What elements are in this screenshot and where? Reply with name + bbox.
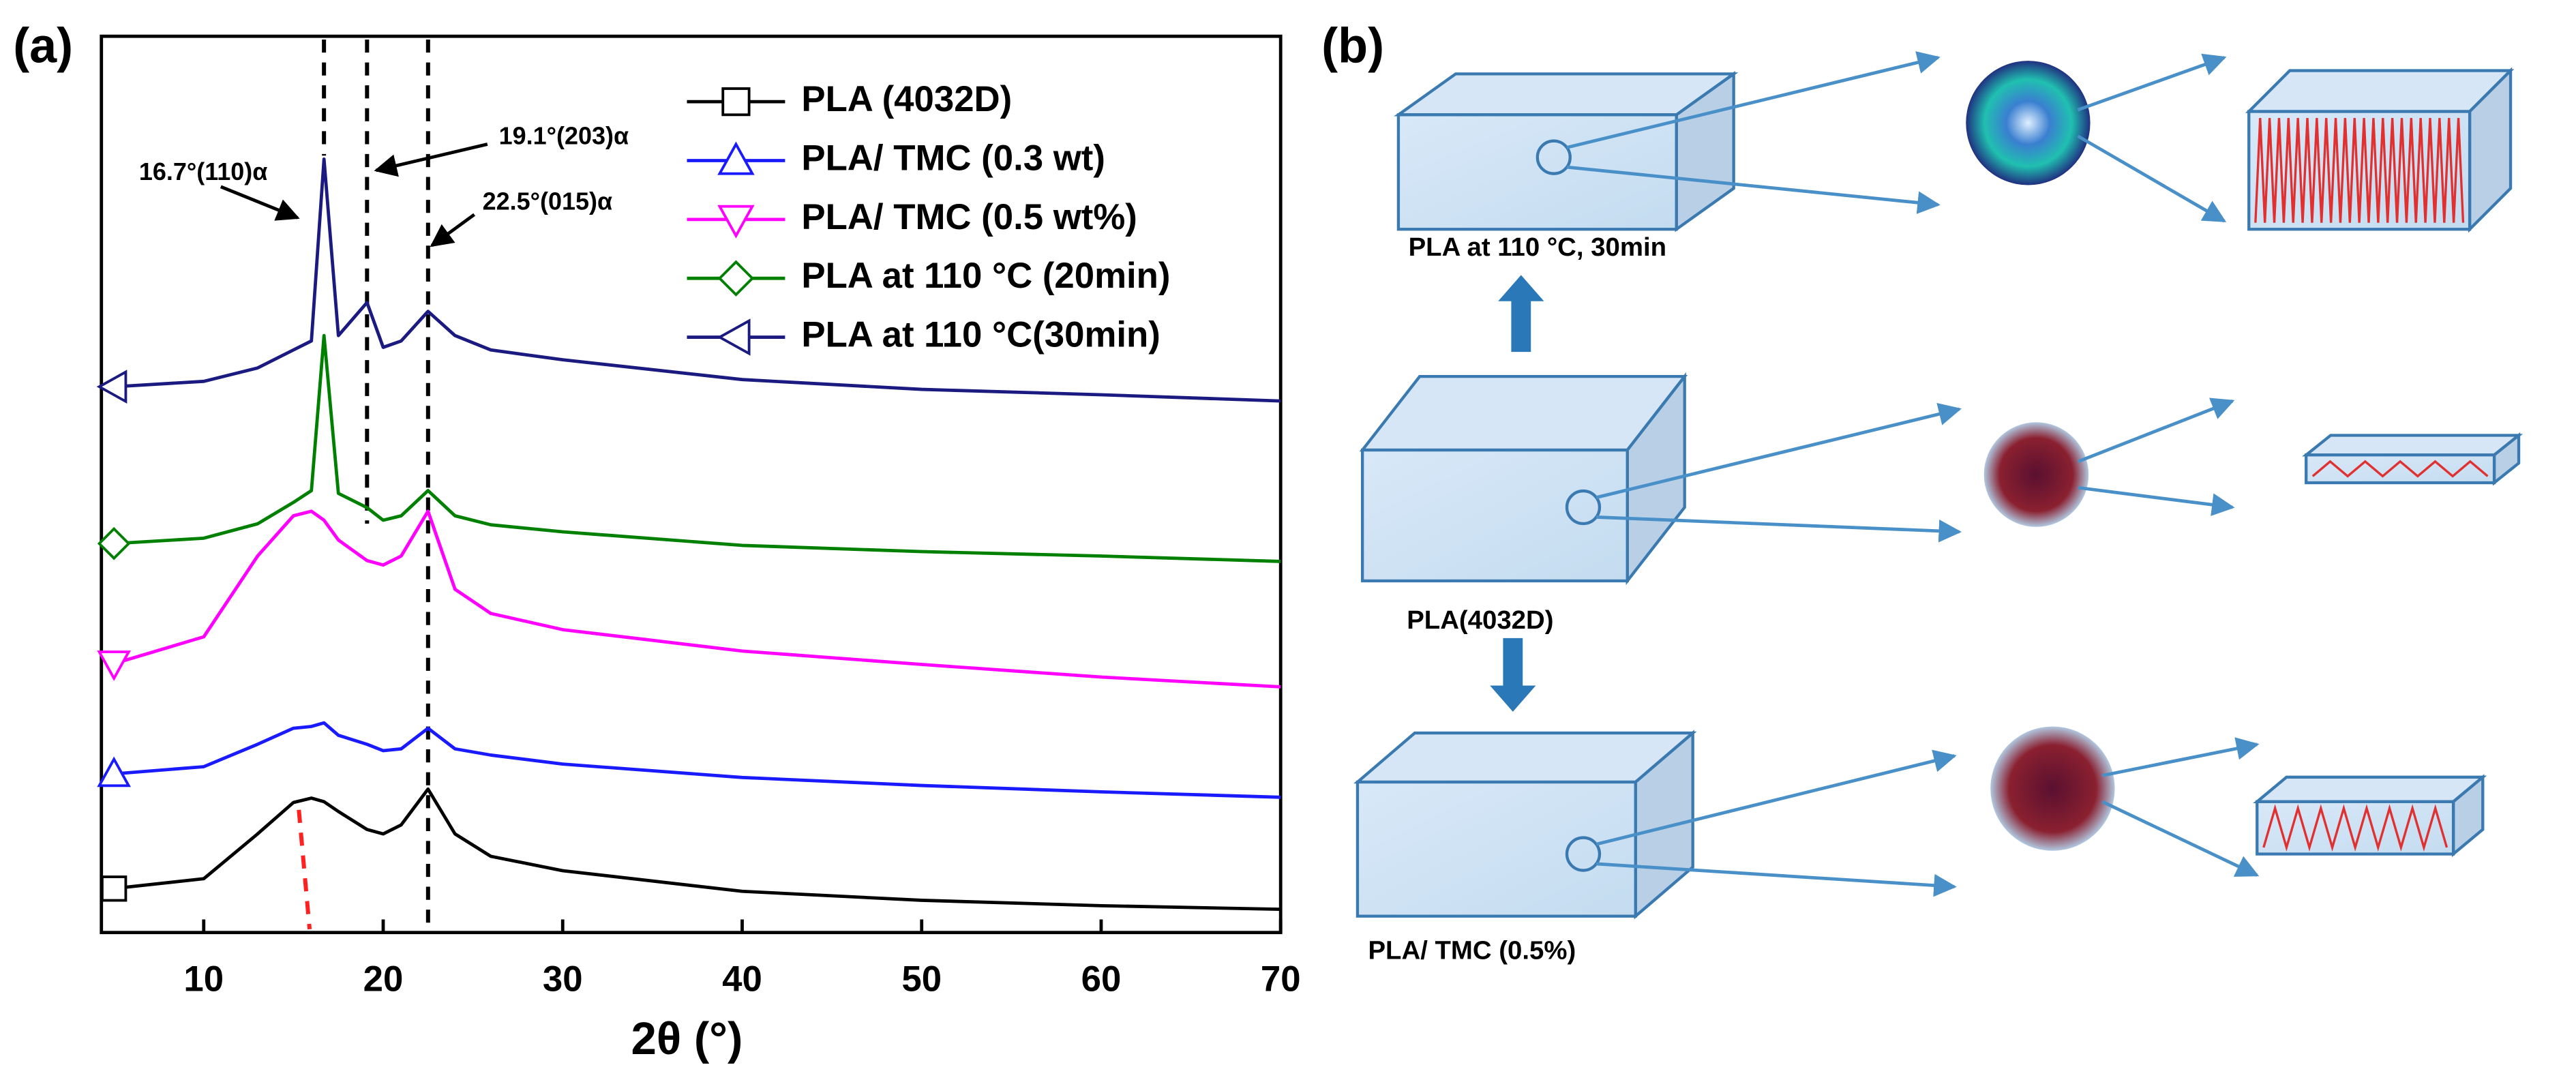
series-line [113, 509, 1281, 689]
sample-label: PLA(4032D) [1407, 605, 1553, 635]
legend-label: PLA/ TMC (0.3 wt) [801, 138, 1105, 178]
lamella-wave [2254, 118, 2465, 223]
sample-label: PLA at 110 °C, 30min [1409, 232, 1666, 262]
arrow [1596, 515, 1962, 543]
panel-label: (b) [1321, 18, 1384, 73]
x-tick-label: 10 [183, 959, 224, 1000]
arrow [2101, 800, 2260, 877]
series-marker [97, 756, 131, 787]
arrow [2077, 134, 2227, 223]
annotation-arrow [374, 142, 488, 177]
block-front [1360, 448, 1629, 583]
legend-label: PLA at 110 °C (20min) [801, 256, 1170, 296]
series-line [113, 721, 1281, 799]
legend-marker [717, 260, 755, 297]
arrow [1596, 402, 1962, 499]
arrow [1566, 165, 1941, 214]
series-line [114, 157, 1281, 403]
x-tick-label: 30 [543, 959, 583, 1000]
arrow [1566, 51, 1941, 149]
arrow [1596, 862, 1957, 897]
legend-marker [721, 87, 751, 117]
arrow [2077, 397, 2235, 464]
lamella-wave [2311, 460, 2489, 478]
sample-block [1394, 71, 1739, 232]
spherulite [1983, 422, 2089, 527]
legend-label: PLA at 110 °C(30min) [801, 314, 1160, 355]
sample-block [1353, 730, 1697, 920]
lamella-block [2253, 774, 2487, 858]
annotation-arrow [220, 185, 300, 221]
annotation: 19.1°(203)α [499, 121, 629, 149]
legend-marker [717, 205, 755, 239]
zoom-circle [1565, 489, 1602, 526]
x-tick-label: 70 [1261, 959, 1301, 1000]
lamella-wave [2262, 804, 2448, 852]
series-line [114, 333, 1281, 563]
series-line [113, 787, 1281, 912]
plot-frame [100, 34, 1283, 935]
sample-block [1359, 372, 1688, 586]
x-tick-label: 60 [1081, 959, 1122, 1000]
zoom-circle [1565, 836, 1602, 872]
x-tick-label: 40 [722, 959, 762, 1000]
legend-label: PLA (4032D) [801, 79, 1012, 119]
series-marker [97, 650, 131, 681]
legend-marker [717, 318, 751, 356]
legend-label: PLA/ TMC (0.5 wt%) [801, 197, 1137, 237]
arrow [1596, 749, 1957, 846]
zoom-circle [1536, 139, 1572, 175]
spherulite [1966, 61, 2091, 185]
annotation-arrow [430, 213, 476, 247]
block-front [2305, 453, 2496, 485]
x-tick-label: 20 [363, 959, 404, 1000]
arrow [2101, 737, 2260, 777]
arrow [2078, 485, 2235, 516]
flow-arrow [1490, 638, 1536, 712]
amorphous-line [297, 809, 312, 930]
spherulite [1990, 726, 2115, 851]
series-marker [97, 526, 131, 560]
legend-marker [717, 141, 755, 175]
annotation: 22.5°(015)α [483, 187, 612, 215]
x-axis-label: 2θ (°) [631, 1013, 743, 1064]
series-marker [100, 875, 128, 902]
x-tick-label: 50 [901, 959, 942, 1000]
block-top [2245, 69, 2515, 113]
flow-arrow [1498, 275, 1544, 352]
series-marker [96, 370, 128, 404]
block-front [1356, 780, 1637, 918]
sample-label: PLA/ TMC (0.5%) [1368, 936, 1576, 965]
panel-label: (a) [13, 18, 73, 73]
annotation: 16.7°(110)α [139, 158, 267, 185]
block-top [2302, 434, 2523, 457]
block-top [2253, 775, 2487, 803]
arrow [2077, 53, 2227, 112]
